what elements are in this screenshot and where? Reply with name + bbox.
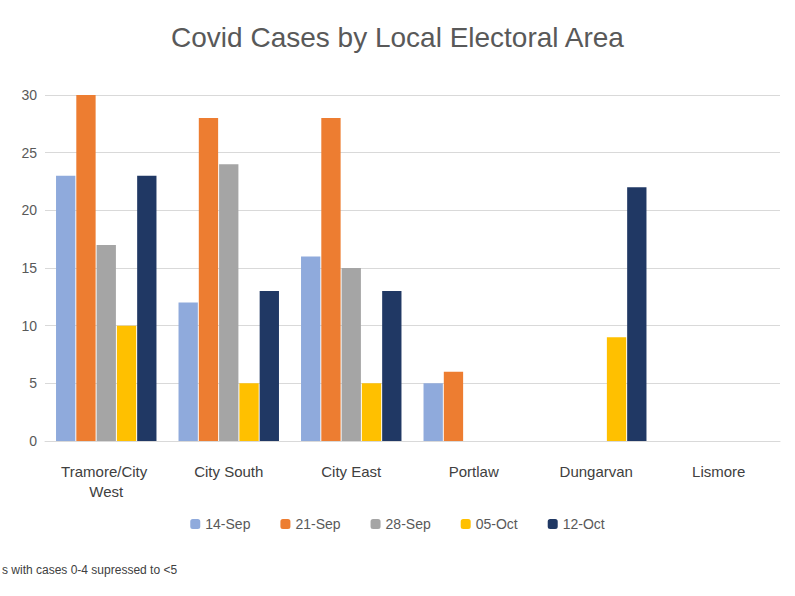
svg-text:10: 10 bbox=[21, 318, 37, 334]
svg-text:25: 25 bbox=[21, 145, 37, 161]
svg-text:20: 20 bbox=[21, 202, 37, 218]
svg-text:05-Oct: 05-Oct bbox=[476, 516, 518, 532]
svg-text:Covid Cases by Local Electoral: Covid Cases by Local Electoral Area bbox=[171, 22, 624, 53]
svg-text:Tramore/City: Tramore/City bbox=[61, 463, 151, 480]
svg-text:21-Sep: 21-Sep bbox=[295, 516, 340, 532]
svg-text:Dungarvan: Dungarvan bbox=[560, 463, 633, 480]
svg-text:30: 30 bbox=[21, 87, 37, 103]
svg-text:0: 0 bbox=[29, 433, 37, 449]
svg-text:14-Sep: 14-Sep bbox=[205, 516, 250, 532]
svg-text:City East: City East bbox=[321, 463, 382, 480]
svg-text:Portlaw: Portlaw bbox=[449, 463, 499, 480]
svg-text:Lismore: Lismore bbox=[692, 463, 745, 480]
svg-text:West: West bbox=[89, 483, 124, 500]
svg-text:s with cases 0-4 supressed to: s with cases 0-4 supressed to <5 bbox=[2, 563, 177, 577]
svg-text:City South: City South bbox=[194, 463, 263, 480]
svg-text:5: 5 bbox=[29, 375, 37, 391]
svg-text:12-Oct: 12-Oct bbox=[563, 516, 605, 532]
svg-text:15: 15 bbox=[21, 260, 37, 276]
svg-text:28-Sep: 28-Sep bbox=[386, 516, 431, 532]
